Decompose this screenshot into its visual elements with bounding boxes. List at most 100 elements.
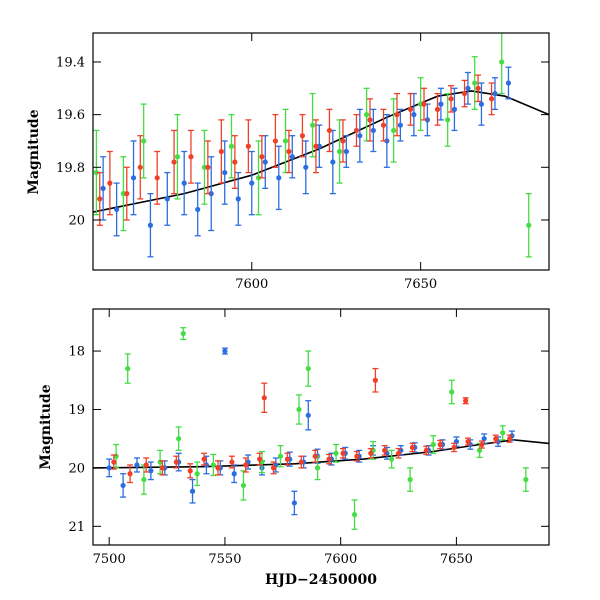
bottom-point-marker xyxy=(215,465,221,471)
top-data-point xyxy=(451,87,458,132)
bottom-data-point xyxy=(210,453,217,477)
top-data-point xyxy=(336,119,343,184)
top-data-point xyxy=(255,140,262,216)
bottom-data-point xyxy=(312,449,319,463)
bottom-point-marker xyxy=(481,436,487,442)
bottom-data-point xyxy=(381,445,388,456)
top-point-marker xyxy=(114,206,120,213)
bottom-data-point xyxy=(214,460,221,476)
top-point-marker xyxy=(411,112,417,118)
top-point-marker xyxy=(472,80,478,86)
bottom-point-marker xyxy=(141,476,147,483)
bottom-point-marker xyxy=(409,444,416,451)
bottom-point-marker xyxy=(312,453,318,459)
bottom-point-marker xyxy=(111,459,117,465)
top-point-marker xyxy=(309,122,316,128)
top-data-point xyxy=(363,87,370,142)
top-data-point xyxy=(461,79,468,108)
bottom-x-axis-label: HJD−2450000 xyxy=(265,572,377,588)
top-data-point xyxy=(100,156,107,221)
top-point-marker xyxy=(262,159,268,165)
bottom-point-marker xyxy=(284,456,291,462)
bottom-data-point xyxy=(277,445,284,468)
top-point-marker xyxy=(364,112,370,118)
bottom-data-point xyxy=(353,450,360,462)
top-data-point xyxy=(174,113,181,200)
top-data-point xyxy=(309,92,316,158)
bottom-point-marker xyxy=(407,476,413,483)
bottom-data-point xyxy=(143,457,150,473)
bottom-data-point xyxy=(175,426,182,452)
bottom-data-point xyxy=(180,327,187,341)
top-point-marker xyxy=(407,106,414,112)
top-data-point xyxy=(407,92,414,126)
top-point-marker xyxy=(303,164,309,170)
top-point-marker xyxy=(438,101,444,107)
top-point-marker xyxy=(259,154,265,160)
bottom-data-point xyxy=(298,455,305,469)
top-point-marker xyxy=(137,164,143,170)
bottom-data-point xyxy=(423,445,430,456)
top-point-marker xyxy=(272,138,278,144)
top-y-tick-label: 19.6 xyxy=(56,108,85,123)
top-data-point xyxy=(343,135,350,168)
top-data-point xyxy=(444,92,451,147)
top-y-axis-label: Magnitude xyxy=(26,109,42,194)
bottom-data-point xyxy=(462,397,469,405)
top-data-point xyxy=(475,74,482,103)
bottom-data-point xyxy=(194,461,201,487)
top-data-point xyxy=(434,92,441,126)
top-data-point xyxy=(488,82,495,116)
top-data-point xyxy=(231,135,238,190)
bottom-point-marker xyxy=(354,453,360,459)
top-data-point xyxy=(272,113,279,168)
top-point-marker xyxy=(286,148,292,155)
bottom-data-point xyxy=(187,463,194,479)
bottom-data-point xyxy=(173,455,180,469)
bottom-point-marker xyxy=(127,471,133,477)
bottom-data-points-layer xyxy=(106,327,529,530)
bottom-point-marker xyxy=(465,439,471,445)
top-data-point xyxy=(137,135,144,200)
bottom-data-point xyxy=(147,461,154,481)
top-plot-frame xyxy=(92,32,550,271)
bottom-data-point xyxy=(407,467,414,492)
bottom-data-point xyxy=(221,347,228,355)
top-data-point xyxy=(410,92,417,137)
top-point-marker xyxy=(380,122,387,128)
top-point-marker xyxy=(357,133,363,139)
top-point-marker xyxy=(353,127,360,134)
bottom-point-marker xyxy=(305,412,311,418)
top-data-points-layer xyxy=(93,33,532,258)
top-data-point xyxy=(505,66,512,100)
bottom-point-marker xyxy=(479,441,485,448)
bottom-ticks-layer: 7500 7550 7600 7650 18 19 20 21 xyxy=(68,309,549,567)
bottom-data-point xyxy=(372,367,379,393)
top-point-marker xyxy=(276,175,282,181)
top-data-point xyxy=(471,56,478,111)
bottom-point-marker xyxy=(173,459,179,465)
bottom-data-point xyxy=(499,425,506,441)
bottom-point-marker xyxy=(201,456,207,462)
top-point-marker xyxy=(367,117,373,123)
top-point-marker xyxy=(370,127,376,134)
top-data-point xyxy=(171,129,178,195)
top-data-point xyxy=(106,150,113,216)
bottom-point-marker xyxy=(120,482,126,489)
bottom-data-point xyxy=(127,464,134,484)
top-point-marker xyxy=(97,196,103,202)
bottom-data-point xyxy=(409,442,416,453)
bottom-point-marker xyxy=(277,453,284,459)
top-point-marker xyxy=(188,154,194,160)
top-data-point xyxy=(339,119,346,163)
bottom-point-marker xyxy=(106,465,112,471)
top-data-point xyxy=(262,135,269,190)
top-y-tick-label: 19.8 xyxy=(56,161,85,176)
top-point-marker xyxy=(154,175,160,181)
top-data-point xyxy=(154,150,161,205)
top-point-marker xyxy=(330,159,336,165)
bottom-data-point xyxy=(242,457,249,473)
top-model-curve xyxy=(93,90,549,213)
bottom-data-point xyxy=(339,447,346,459)
top-data-point xyxy=(394,92,400,137)
